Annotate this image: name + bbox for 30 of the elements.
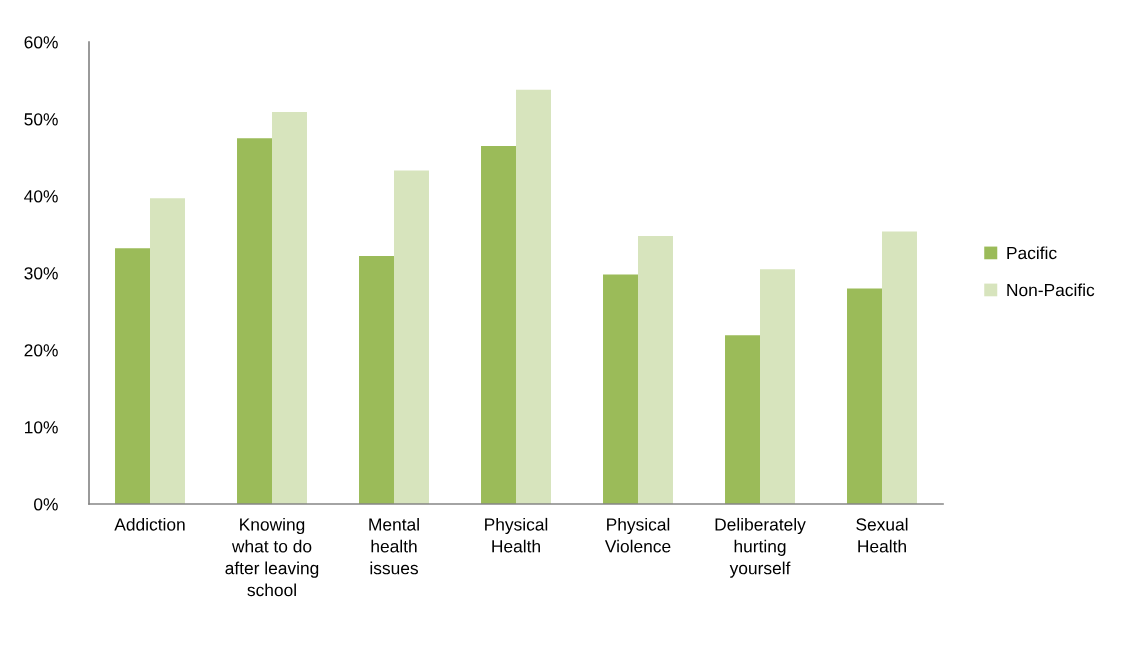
bar [237,138,272,504]
y-tick-label: 10% [25,421,58,434]
bar [359,256,394,504]
bar [481,145,516,504]
bar [150,198,185,504]
bar [516,89,551,504]
bar [847,288,882,504]
x-tick-label: Mental health issues [369,517,419,575]
bar [394,170,429,504]
y-tick-label: 20% [24,344,58,357]
bar [272,112,307,504]
bar [638,236,673,504]
x-tick-label: Physical Health [485,517,548,553]
bar [603,274,638,504]
x-tick-label: Addiction [114,517,185,531]
y-tick-label: 60% [24,36,58,49]
y-tick-label: 30% [24,267,58,280]
legend-label: Non-Pacific [1007,283,1095,297]
bar [760,269,795,504]
bar [882,231,917,504]
bar [725,335,760,504]
x-tick-label: Knowing what to do after leaving school [225,517,319,597]
x-tick-label: Deliberately hurting yourself [715,517,806,578]
y-tick-label: 50% [24,113,58,126]
y-tick-label: 0% [34,498,58,511]
y-tick-label: 40% [24,190,58,203]
legend-label: Pacific [1007,246,1057,260]
x-tick-label: Sexual Health [856,517,908,553]
bar [115,248,150,504]
x-tick-label: Physical Violence [604,517,671,553]
